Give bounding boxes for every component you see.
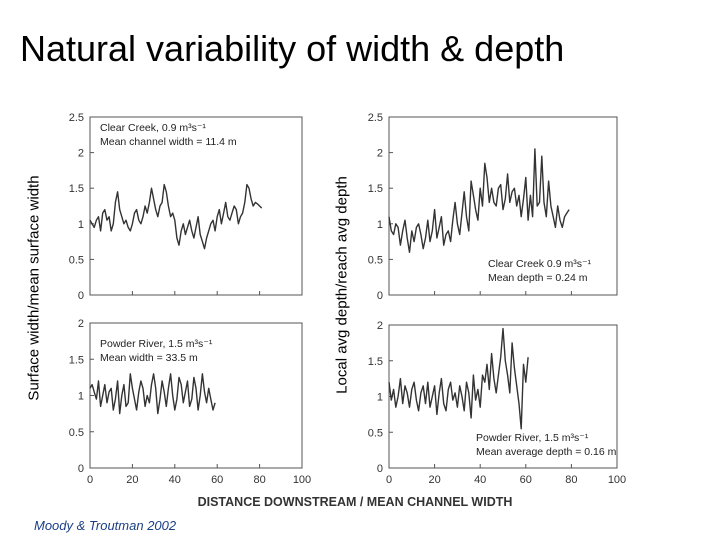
source-credit: Moody & Troutman 2002 — [34, 518, 177, 533]
top-left-series-line — [89, 183, 263, 250]
bottom-left-ytick-label: 1 — [78, 391, 84, 403]
bottom-right-xtick-label: 80 — [565, 474, 577, 486]
bottom-left-xtick-label: 40 — [169, 474, 181, 486]
bottom-right-annotation-line: Mean average depth = 0.16 m — [476, 446, 617, 458]
bottom-right-series-line — [388, 327, 529, 430]
top-left-ytick-label: 1.5 — [69, 183, 84, 195]
bottom-left-series-line — [89, 373, 216, 415]
bottom-right-xtick-label: 60 — [520, 474, 532, 486]
top-left-annotation-line: Mean channel width = 11.4 m — [100, 136, 237, 148]
top-right-frame — [388, 116, 618, 296]
top-right-series-line — [388, 148, 570, 254]
top-right-annotation-line: Clear Creek 0.9 m³s⁻¹ — [488, 258, 591, 270]
bottom-right-ytick-label: 1.5 — [368, 356, 383, 368]
top-right-ytick-label: 1.5 — [368, 183, 383, 195]
bottom-left-ytick-label: 2 — [78, 318, 84, 330]
top-left-ytick-label: 2.5 — [69, 112, 84, 124]
bottom-left-ytick-label: 0.5 — [69, 427, 84, 439]
top-left-annotation-line: Clear Creek, 0.9 m³s⁻¹ — [100, 122, 206, 134]
bottom-left-xtick-label: 100 — [293, 474, 311, 486]
top-right-ytick-label: 2.5 — [368, 112, 383, 124]
bottom-left-annotation-line: Powder River, 1.5 m³s⁻¹ — [100, 338, 213, 350]
bottom-left-xtick-label: 80 — [253, 474, 265, 486]
top-left-ytick-label: 1 — [78, 219, 84, 231]
top-left-ytick-label: 2 — [78, 148, 84, 160]
x-axis-title: DISTANCE DOWNSTREAM / MEAN CHANNEL WIDTH — [198, 495, 513, 509]
top-right-ytick-label: 2 — [377, 148, 383, 160]
bottom-left-ytick-label: 1.5 — [69, 354, 84, 366]
bottom-right-xtick-label: 40 — [474, 474, 486, 486]
bottom-right-annotation-line: Powder River, 1.5 m³s⁻¹ — [476, 432, 589, 444]
bottom-left-xtick-label: 0 — [87, 474, 93, 486]
bottom-left-ytick-label: 0 — [78, 463, 84, 475]
bottom-right-ytick-label: 0.5 — [368, 427, 383, 439]
top-right-annotation-line: Mean depth = 0.24 m — [488, 272, 588, 284]
bottom-left-xtick-label: 20 — [126, 474, 138, 486]
top-left-ytick-label: 0 — [78, 290, 84, 302]
top-right-ytick-label: 0 — [377, 290, 383, 302]
slide-title: Natural variability of width & depth — [20, 28, 565, 69]
bottom-right-xtick-label: 100 — [608, 474, 626, 486]
bottom-left-xtick-label: 60 — [211, 474, 223, 486]
bottom-left-annotation-line: Mean width = 33.5 m — [100, 352, 198, 364]
bottom-right-xtick-label: 20 — [428, 474, 440, 486]
bottom-right-ytick-label: 1 — [377, 392, 383, 404]
top-left-ytick-label: 0.5 — [69, 254, 84, 266]
top-right-ytick-label: 0.5 — [368, 254, 383, 266]
top-left-frame — [89, 116, 303, 296]
bottom-right-ytick-label: 0 — [377, 463, 383, 475]
top-right-ytick-label: 1 — [377, 219, 383, 231]
bottom-right-ytick-label: 2 — [377, 320, 383, 332]
bottom-right-xtick-label: 0 — [386, 474, 392, 486]
